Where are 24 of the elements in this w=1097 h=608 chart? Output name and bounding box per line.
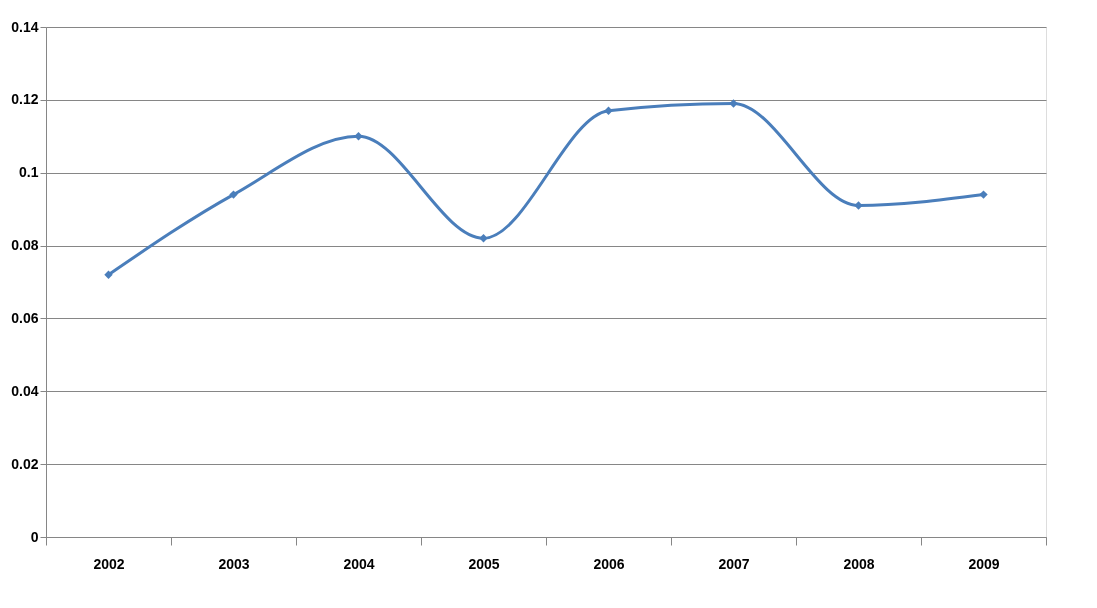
x-tick-label: 2009 bbox=[968, 555, 1000, 572]
x-tick-label: 2006 bbox=[593, 555, 625, 572]
x-tick-label: 2008 bbox=[843, 555, 875, 572]
y-tick-label: 0.14 bbox=[11, 18, 39, 35]
point bbox=[104, 270, 113, 279]
x-tick-label: 2003 bbox=[218, 555, 250, 572]
x-tick-label: 2002 bbox=[93, 555, 125, 572]
point bbox=[604, 106, 613, 115]
x-tick-label: 2005 bbox=[468, 555, 500, 572]
y-tick-label: 0.02 bbox=[11, 455, 39, 472]
y-tick-label: 0.08 bbox=[11, 237, 39, 254]
y-tick-label: 0.06 bbox=[11, 309, 39, 326]
y-tick-label: 0.1 bbox=[19, 164, 39, 181]
y-tick-label: 0.12 bbox=[11, 91, 39, 108]
x-tick-label: 2007 bbox=[718, 555, 750, 572]
point bbox=[729, 99, 738, 108]
y-tick-label: 0.04 bbox=[11, 382, 39, 399]
point bbox=[854, 201, 863, 210]
point bbox=[479, 234, 488, 243]
x-tick-label: 2004 bbox=[343, 555, 375, 572]
point bbox=[979, 190, 988, 199]
point bbox=[354, 132, 363, 141]
y-tick-label: 0 bbox=[30, 528, 39, 545]
point bbox=[229, 190, 238, 199]
